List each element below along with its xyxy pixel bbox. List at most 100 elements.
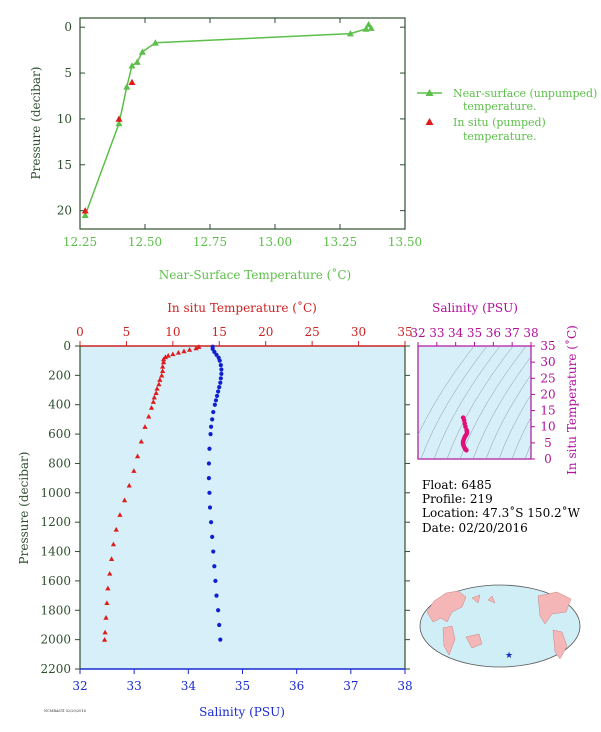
temperature-tick-label: 15: [212, 325, 227, 339]
salinity-point: [213, 398, 219, 403]
temperature-point: [160, 359, 167, 365]
temperature-point: [131, 468, 137, 473]
float-number: Float: 6485: [422, 478, 492, 492]
legend-in-situ-label-1: In situ (pumped): [453, 116, 546, 129]
temperature-point: [102, 629, 108, 635]
salinity-axis-label: Salinity (PSU): [199, 705, 285, 719]
temperature-point: [175, 350, 182, 355]
near-surface-point: [362, 25, 370, 32]
ts-y-tick-label: 15: [540, 404, 555, 418]
x-tick-label: 13.25: [323, 235, 357, 249]
salinity-point: [219, 371, 224, 376]
in-situ-point: [128, 78, 136, 86]
profile-chart: 0 5 10 15 20 25 30 35 32 33 34 35 36 37 38 0 200 400 600 80…: [17, 300, 413, 719]
salinity-tick-label: 38: [397, 679, 412, 693]
salinity-point: [207, 446, 212, 451]
ts-point: [464, 447, 469, 453]
temperature-tick-label: 5: [123, 325, 131, 339]
float-location: Location: 47.3˚S 150.2˚W: [422, 505, 581, 520]
near-surface-point: [367, 24, 375, 31]
near-surface-point: [133, 58, 141, 65]
density-contour: [418, 346, 475, 436]
profile-ticks: 0 5 10 15 20 25 30 35 32 33 34 35 36 37 38 0 200 400 600 80…: [40, 325, 412, 693]
temperature-point: [134, 453, 141, 459]
x-tick-label: 12.75: [193, 235, 227, 249]
ts-y-tick-label: 35: [540, 339, 555, 353]
salinity-point: [216, 608, 221, 613]
salinity-tick-label: 33: [127, 679, 142, 693]
temperature-point: [142, 424, 148, 429]
pressure-tick-label: 800: [48, 456, 71, 470]
salinity-point: [206, 476, 212, 481]
ts-x-tick-label: 36: [486, 326, 501, 340]
temperature-point: [104, 600, 110, 606]
x-tick-label: 13.50: [388, 235, 422, 249]
temperature-point: [156, 381, 162, 387]
temperature-point: [160, 356, 167, 362]
temperature-point: [117, 512, 123, 517]
temperature-point: [170, 351, 176, 357]
salinity-point: [212, 564, 217, 569]
temperature-tick-label: 0: [76, 325, 84, 339]
y-tick-label: 5: [64, 66, 72, 80]
legend-in-situ-marker: [425, 118, 434, 125]
ts-y-tick-label: 25: [540, 371, 555, 385]
temperature-point: [113, 526, 119, 532]
pressure-tick-label: 1000: [40, 486, 71, 500]
legend-near-surface-label-1: Near-surface (unpumped): [453, 87, 597, 100]
float-location-marker: ★: [505, 651, 513, 661]
salinity-tick-label: 36: [289, 679, 304, 693]
density-contour: [577, 341, 601, 459]
temperature-tick-label: 35: [397, 325, 412, 339]
y-tick-label: 0: [64, 20, 72, 34]
profile-series: [102, 344, 224, 642]
profile-y-label: Pressure (decibar): [17, 452, 31, 565]
salinity-point: [207, 490, 212, 495]
temperature-point: [165, 352, 171, 358]
pressure-tick-label: 1400: [40, 545, 71, 559]
salinity-point: [219, 367, 224, 372]
ts-y-label: In situ Temperature (˚C): [564, 325, 579, 475]
near-surface-point: [346, 30, 354, 37]
temperature-tick-label: 25: [305, 325, 320, 339]
map-land: [426, 590, 572, 660]
near-surface-ticks: 12.25 12.50 12.75 13.00 13.25 13.50 0 5 10 15 20: [57, 18, 422, 249]
ts-points: [460, 415, 470, 453]
location-map: ★: [419, 584, 581, 668]
salinity-point: [208, 424, 214, 429]
legend-in-situ-label-2: temperature.: [463, 130, 537, 143]
near-surface-point: [81, 211, 89, 219]
density-contour: [498, 394, 531, 459]
temperature-point: [159, 372, 165, 378]
near-surface-point: [138, 48, 146, 55]
salinity-point: [211, 549, 216, 554]
temperature-point: [105, 585, 111, 591]
salinity-tick-label: 32: [72, 679, 87, 693]
salinity-point: [214, 393, 220, 399]
near-surface-point: [128, 62, 136, 69]
temperature-point: [126, 482, 132, 488]
ts-x-tick-label: 33: [429, 326, 444, 340]
ts-y-tick-label: 0: [544, 452, 552, 466]
density-contour: [446, 346, 514, 459]
salinity-point: [218, 376, 223, 381]
in-situ-point: [115, 115, 123, 122]
temperature-point: [110, 541, 117, 547]
temperature-point: [193, 345, 199, 351]
near-surface-chart: 12.25 12.50 12.75 13.00 13.25 13.50 0 5 10 15 20 N…: [29, 17, 597, 282]
pressure-tick-label: 0: [63, 339, 71, 353]
legend-near-surface-marker: [425, 89, 434, 96]
salinity-tick-label: 34: [181, 679, 197, 693]
ts-x-label: Salinity (PSU): [432, 301, 518, 315]
near-surface-point: [365, 20, 373, 28]
y-tick-label: 15: [57, 158, 72, 172]
temperature-tick-label: 20: [258, 325, 273, 339]
salinity-point: [217, 358, 222, 363]
salinity-point: [214, 593, 219, 598]
near-surface-plot-frame: [79, 17, 406, 230]
ts-y-tick-label: 10: [540, 420, 555, 434]
pressure-tick-label: 400: [48, 398, 71, 412]
